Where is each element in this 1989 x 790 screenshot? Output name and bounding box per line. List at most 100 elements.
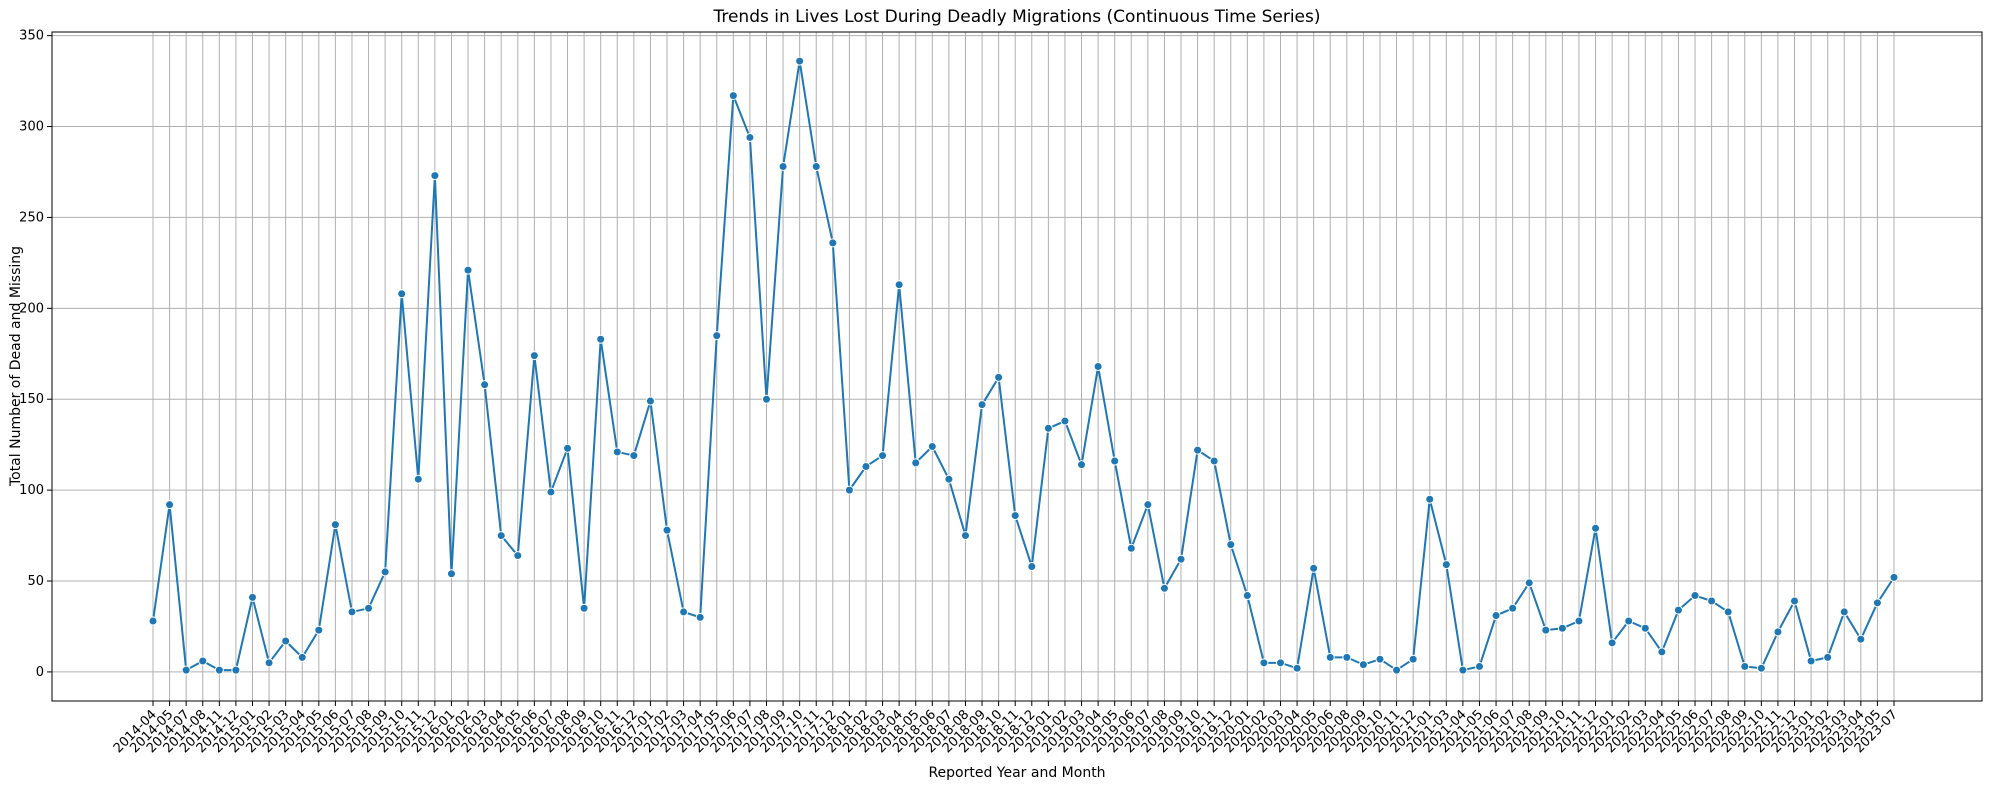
data-point bbox=[1458, 665, 1468, 675]
data-point bbox=[463, 265, 473, 275]
data-point bbox=[1740, 661, 1750, 671]
data-point bbox=[1077, 460, 1087, 470]
data-point bbox=[811, 162, 821, 172]
data-point bbox=[944, 474, 954, 484]
y-tick-label: 300 bbox=[19, 120, 44, 135]
data-point bbox=[1823, 652, 1833, 662]
data-point bbox=[878, 451, 888, 461]
data-point bbox=[347, 607, 357, 617]
x-axis-label: Reported Year and Month bbox=[928, 765, 1105, 781]
data-point bbox=[513, 551, 523, 561]
data-point bbox=[1309, 563, 1319, 573]
data-point bbox=[1491, 611, 1501, 621]
data-point bbox=[828, 238, 838, 248]
data-point bbox=[1541, 625, 1551, 635]
data-point bbox=[165, 500, 175, 510]
data-point bbox=[645, 396, 655, 406]
data-point bbox=[1591, 523, 1601, 533]
data-point bbox=[1060, 416, 1070, 426]
data-point bbox=[1276, 658, 1286, 668]
data-point bbox=[1508, 603, 1518, 613]
plot-background bbox=[52, 32, 1982, 701]
x-axis: 2014-042014-052014-072014-082014-112014-… bbox=[111, 701, 1901, 756]
data-point bbox=[281, 636, 291, 646]
data-point bbox=[695, 612, 705, 622]
data-point bbox=[612, 447, 622, 457]
data-point bbox=[314, 625, 324, 635]
data-point bbox=[1259, 658, 1269, 668]
data-point bbox=[1176, 554, 1186, 564]
data-point bbox=[1193, 445, 1203, 455]
data-point bbox=[1043, 423, 1053, 433]
data-point bbox=[1358, 660, 1368, 670]
data-point bbox=[496, 531, 506, 541]
data-point bbox=[911, 458, 921, 468]
data-point bbox=[364, 603, 374, 613]
y-tick-label: 200 bbox=[19, 301, 44, 316]
data-point bbox=[761, 394, 771, 404]
data-point bbox=[745, 132, 755, 142]
data-point bbox=[264, 658, 274, 668]
data-point bbox=[1806, 656, 1816, 666]
data-point bbox=[1342, 652, 1352, 662]
data-point bbox=[380, 567, 390, 577]
data-point bbox=[413, 474, 423, 484]
data-point bbox=[397, 289, 407, 299]
grid-lines bbox=[52, 32, 1982, 701]
data-point bbox=[1226, 540, 1236, 550]
data-point bbox=[1392, 665, 1402, 675]
data-point bbox=[214, 665, 224, 675]
y-axis: 0 50 100 150 200 250 300 350 bbox=[19, 29, 52, 680]
data-point bbox=[1325, 652, 1335, 662]
y-tick-label: 250 bbox=[19, 210, 44, 225]
y-tick-label: 0 bbox=[36, 665, 44, 680]
data-point bbox=[1557, 623, 1567, 633]
data-point bbox=[1690, 591, 1700, 601]
series-line bbox=[152, 60, 1895, 672]
data-point bbox=[231, 665, 241, 675]
data-point bbox=[1441, 560, 1451, 570]
data-point bbox=[1773, 627, 1783, 637]
data-point bbox=[1027, 561, 1037, 571]
series-group bbox=[148, 56, 1899, 675]
data-point bbox=[1657, 647, 1667, 657]
data-point bbox=[1292, 663, 1302, 673]
data-point bbox=[1093, 362, 1103, 371]
data-point bbox=[1790, 596, 1800, 606]
data-point bbox=[1110, 456, 1120, 466]
y-axis-label: Total Number of Dead and Missing bbox=[8, 246, 24, 487]
y-tick-label: 100 bbox=[19, 483, 44, 498]
data-point bbox=[1640, 623, 1650, 633]
data-point bbox=[1624, 616, 1634, 626]
data-point bbox=[844, 485, 854, 495]
data-point bbox=[1159, 583, 1169, 593]
data-point bbox=[1010, 511, 1020, 521]
data-point bbox=[629, 451, 639, 461]
data-point bbox=[430, 171, 440, 181]
data-point bbox=[1474, 661, 1484, 671]
data-point bbox=[861, 461, 871, 471]
data-point bbox=[247, 592, 257, 602]
data-point bbox=[1375, 654, 1385, 664]
data-point bbox=[297, 652, 307, 662]
data-point bbox=[1839, 607, 1849, 617]
data-point bbox=[563, 443, 573, 453]
data-point bbox=[330, 520, 340, 530]
data-point bbox=[529, 351, 539, 361]
data-point bbox=[1673, 605, 1683, 615]
data-point bbox=[977, 400, 987, 410]
data-point bbox=[795, 56, 805, 66]
data-point bbox=[1856, 634, 1866, 644]
data-point bbox=[1607, 638, 1617, 648]
data-point bbox=[1425, 494, 1435, 504]
data-point bbox=[1707, 596, 1717, 606]
data-point bbox=[778, 162, 788, 172]
y-tick-label: 150 bbox=[19, 392, 44, 407]
data-point bbox=[1723, 607, 1733, 617]
data-point bbox=[1574, 616, 1584, 626]
data-point bbox=[1756, 663, 1766, 673]
chart-title: Trends in Lives Lost During Deadly Migra… bbox=[712, 7, 1320, 27]
data-point bbox=[579, 603, 589, 613]
data-point bbox=[148, 616, 158, 626]
